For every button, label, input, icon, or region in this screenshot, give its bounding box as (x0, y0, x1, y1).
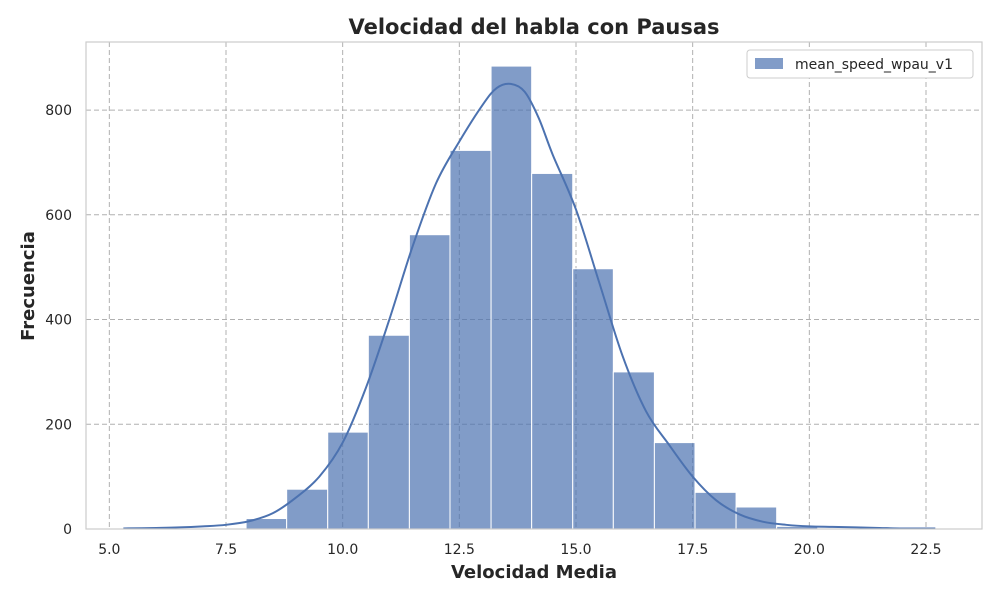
x-tick-label: 12.5 (444, 542, 475, 558)
y-axis-label: Frecuencia (18, 231, 39, 341)
legend-label: mean_speed_wpau_v1 (795, 57, 953, 73)
histogram-bar (735, 506, 778, 530)
histogram-bar (449, 149, 492, 530)
legend-swatch (755, 58, 783, 69)
kde-curve (123, 82, 936, 530)
y-tick-label: 600 (45, 208, 72, 224)
chart-title: Velocidad del habla con Pausas (348, 15, 719, 39)
histogram-bar (367, 334, 410, 530)
x-tick-labels: 5.0 7.5 10.0 12.5 15.0 17.5 20.0 22.5 (98, 542, 941, 558)
x-tick-label: 15.0 (560, 542, 591, 558)
legend: mean_speed_wpau_v1 (746, 49, 974, 79)
x-tick-label: 17.5 (677, 542, 708, 558)
legend-box (746, 49, 974, 79)
x-tick-label: 7.5 (215, 542, 237, 558)
x-tick-label: 20.0 (794, 542, 825, 558)
y-tick-labels: 0 200 400 600 800 (45, 103, 72, 538)
y-tick-label: 200 (45, 417, 72, 433)
histogram-bar (531, 172, 574, 530)
histogram-bar (408, 234, 451, 530)
histogram-bar (653, 442, 696, 530)
x-tick-label: 5.0 (98, 542, 120, 558)
y-tick-label: 400 (45, 313, 72, 329)
x-tick-label: 10.0 (327, 542, 358, 558)
plot-frame (85, 41, 983, 530)
bars-layer (122, 65, 941, 530)
histogram-bar (572, 268, 614, 530)
y-tick-label: 0 (63, 522, 72, 538)
histogram-bar (490, 65, 533, 530)
kde-layer (123, 82, 936, 530)
histogram-bar (612, 371, 655, 530)
x-axis-label: Velocidad Media (451, 562, 617, 583)
x-tick-label: 22.5 (910, 542, 941, 558)
y-tick-label: 800 (45, 103, 72, 119)
histogram-bar (286, 488, 329, 530)
histogram-bar (327, 431, 369, 530)
